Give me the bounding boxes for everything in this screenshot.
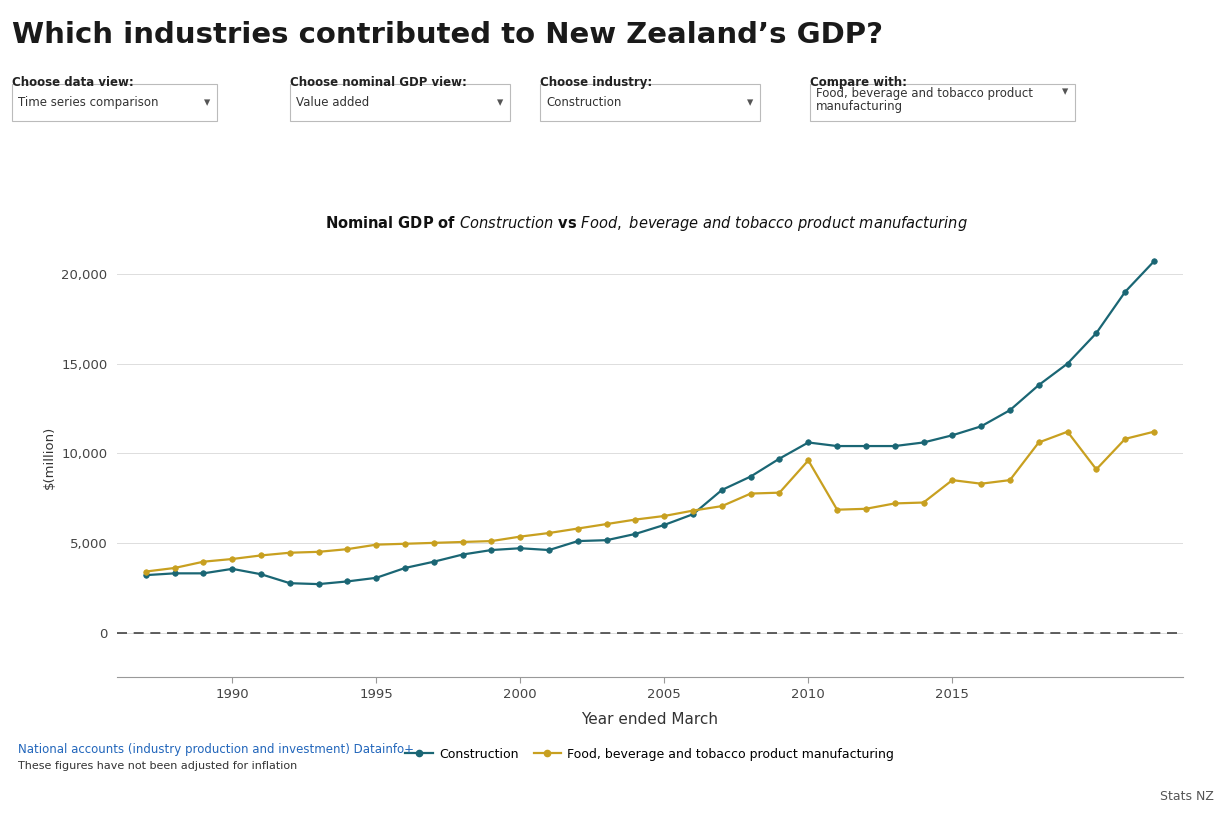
Text: ▾: ▾ [1062,85,1068,99]
Text: National accounts (industry production and investment) Datainfo+: National accounts (industry production a… [18,743,414,756]
FancyBboxPatch shape [290,84,510,121]
Text: These figures have not been adjusted for inflation: These figures have not been adjusted for… [18,761,298,771]
Text: Value added: Value added [296,96,370,109]
Text: ▾: ▾ [496,96,503,109]
Legend: Construction, Food, beverage and tobacco product manufacturing: Construction, Food, beverage and tobacco… [400,742,899,765]
FancyBboxPatch shape [12,84,217,121]
FancyBboxPatch shape [540,84,760,121]
Text: Which industries contributed to New Zealand’s GDP?: Which industries contributed to New Zeal… [12,21,883,49]
Y-axis label: $(million): $(million) [43,426,55,489]
Text: manufacturing: manufacturing [816,100,903,113]
Text: ▾: ▾ [203,96,211,109]
Text: Construction: Construction [546,96,621,109]
Text: Stats NZ: Stats NZ [1159,790,1214,803]
Text: Choose data view:: Choose data view: [12,76,134,89]
X-axis label: Year ended March: Year ended March [582,712,718,727]
Text: Food, beverage and tobacco product: Food, beverage and tobacco product [816,87,1032,100]
Text: Time series comparison: Time series comparison [18,96,159,109]
Text: Nominal GDP of $\mathit{Construction}$ vs $\mathit{Food,\ beverage\ and\ tobacco: Nominal GDP of $\mathit{Construction}$ v… [325,213,968,233]
FancyBboxPatch shape [809,84,1076,121]
Text: Choose nominal GDP view:: Choose nominal GDP view: [290,76,467,89]
Text: Compare with:: Compare with: [809,76,907,89]
Text: ▾: ▾ [747,96,753,109]
Text: Choose industry:: Choose industry: [540,76,652,89]
